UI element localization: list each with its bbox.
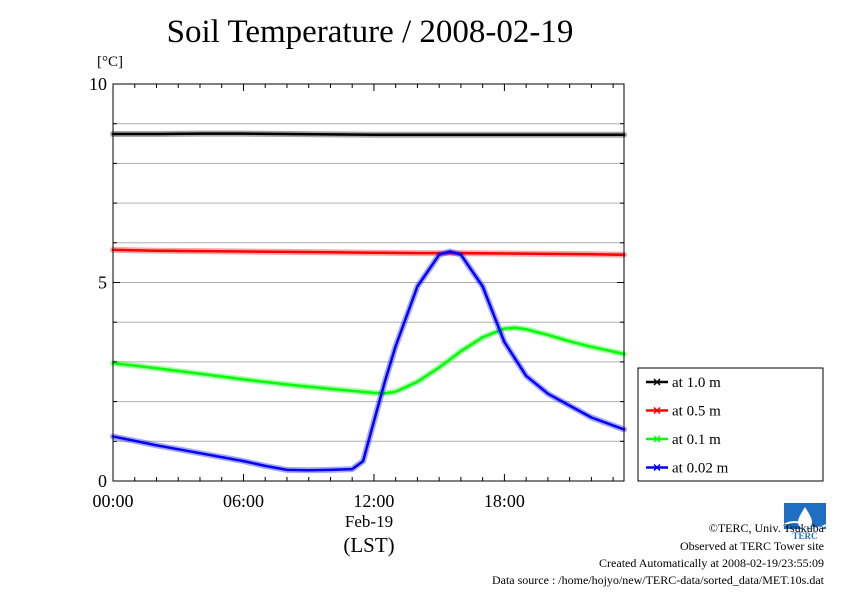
x-axis-unit-label: (LST): [343, 533, 395, 557]
chart-title: Soil Temperature / 2008-02-19: [166, 14, 574, 50]
y-tick-label: 10: [89, 74, 107, 94]
axis-ticks: 0 5 10 00:00 06:00 12:00 18:00: [89, 74, 624, 511]
y-tick-label: 5: [98, 273, 107, 293]
created-timestamp: Created Automatically at 2008-02-19/23:5…: [599, 556, 824, 570]
legend-marker: [653, 378, 661, 386]
legend-label: at 0.5 m: [672, 404, 721, 420]
series-halo: [110, 324, 627, 397]
y-tick-label: 0: [98, 471, 107, 491]
x-tick-label: 18:00: [484, 491, 525, 511]
x-axis-date-label: Feb-19: [344, 512, 394, 531]
series-line: [111, 132, 626, 137]
logo-text: TERC: [792, 531, 817, 541]
legend-label: at 0.1 m: [672, 432, 721, 448]
legend-box: [637, 367, 824, 482]
legend-marker: [653, 463, 661, 472]
series-lines: [110, 130, 627, 474]
x-tick-label: 06:00: [223, 491, 264, 511]
series-line: [111, 326, 626, 395]
series-line: [111, 250, 626, 472]
legend: at 1.0 m at 0.5 m at 0.1 m at 0.02 m: [637, 367, 824, 482]
legend-label: at 1.0 m: [672, 375, 721, 391]
data-source-path: Data source : /home/hojyo/new/TERC-data/…: [491, 573, 824, 587]
observed-site-credit: Observed at TERC Tower site: [679, 539, 824, 553]
legend-label: at 0.02 m: [672, 461, 729, 477]
legend-marker: [653, 406, 661, 415]
y-axis-unit-label: [°C]: [97, 54, 123, 70]
terc-logo: TERC: [782, 501, 828, 541]
copyright-credit: ©TERC, Univ. Tsukuba: [708, 521, 824, 535]
legend-marker: [653, 435, 661, 443]
x-tick-label: 00:00: [92, 491, 133, 511]
x-tick-label: 12:00: [353, 491, 394, 511]
series-line: [111, 248, 626, 256]
